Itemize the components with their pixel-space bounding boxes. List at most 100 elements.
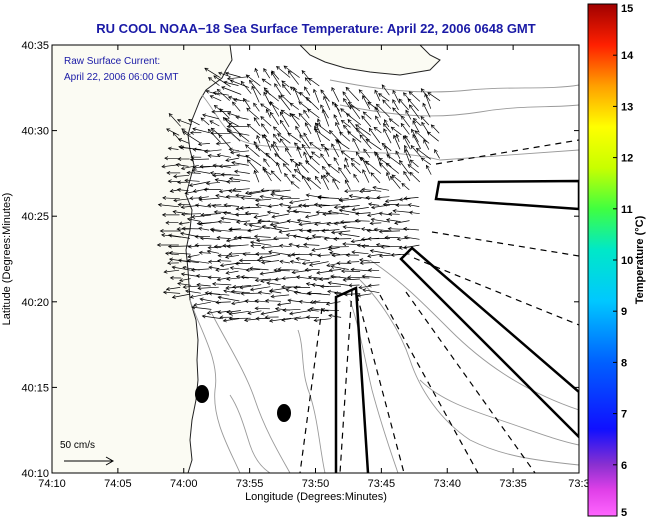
current-vector [187, 259, 210, 264]
current-vector [249, 80, 262, 96]
current-vector-head [344, 157, 349, 162]
current-vector-head [207, 245, 212, 250]
current-vector-head [392, 89, 397, 95]
current-vector-head [217, 310, 222, 315]
colorbar-tick-label: 14 [621, 50, 634, 62]
current-vector-head [284, 172, 288, 178]
current-vector-head [161, 164, 166, 169]
current-vector-head [167, 179, 172, 184]
current-vector-head [403, 148, 408, 153]
current-vector-head [202, 113, 207, 118]
current-vector-head [186, 217, 192, 222]
current-vector [177, 189, 189, 192]
current-vector-head [205, 181, 210, 186]
current-vector-head [399, 159, 403, 165]
current-vector-head [182, 265, 187, 270]
current-vector [344, 293, 361, 295]
current-vector-head [347, 275, 352, 280]
current-vector-head [359, 260, 364, 265]
current-vector-head [333, 114, 338, 119]
current-vector [296, 245, 309, 248]
current-vector-head [420, 157, 425, 162]
current-vector [386, 219, 401, 222]
current-vector [317, 118, 322, 127]
current-vector [210, 228, 231, 232]
current-vector-head [348, 194, 353, 199]
current-vector-head [272, 133, 277, 138]
current-vector [210, 95, 222, 102]
current-vector [404, 149, 411, 165]
current-vector-head [208, 291, 213, 296]
current-vector-head [278, 202, 283, 207]
current-vector [180, 147, 202, 150]
current-vector-head [289, 259, 294, 264]
current-vector-head [216, 235, 221, 240]
current-vector-head [369, 249, 374, 253]
current-vector [274, 269, 290, 272]
current-vector [286, 210, 299, 213]
current-vector [245, 212, 259, 215]
current-vector-head [198, 226, 203, 231]
current-vector-head [215, 300, 220, 305]
current-vector-head [272, 126, 277, 131]
current-vector-head [424, 93, 429, 98]
current-vector [231, 162, 249, 166]
current-vector-head [199, 164, 204, 169]
current-vector [218, 134, 232, 149]
current-vector-head [380, 244, 385, 249]
current-vector [321, 309, 340, 312]
current-vector [388, 228, 410, 230]
current-vector [270, 220, 291, 226]
current-vector-head [306, 228, 311, 233]
current-vector [367, 101, 380, 111]
current-vector-head [259, 194, 264, 199]
current-vector [400, 123, 410, 135]
current-vector [223, 318, 240, 322]
current-vector [392, 107, 402, 117]
current-vector [389, 118, 400, 127]
x-tick-label: 74:05 [104, 478, 132, 490]
current-vector [283, 163, 292, 173]
current-vector-head [272, 224, 277, 229]
current-vector [361, 115, 372, 128]
current-vector-head [381, 142, 386, 147]
current-vector-head [197, 142, 202, 147]
current-vector-head [309, 300, 314, 305]
current-vector [223, 290, 241, 295]
current-vector-head [270, 192, 275, 197]
current-vector-head [239, 285, 244, 290]
current-vector [164, 269, 180, 273]
current-vector [294, 142, 302, 151]
current-vector-head [240, 291, 245, 296]
current-vector [213, 75, 231, 87]
current-vector [255, 145, 271, 159]
current-vector [314, 126, 322, 143]
current-vector-head [374, 151, 378, 156]
current-vector [191, 306, 212, 310]
current-vector-head [390, 126, 395, 131]
current-vector-head [176, 118, 182, 123]
current-vector-head [367, 236, 372, 241]
current-vector-head [184, 190, 189, 195]
current-vector-head [157, 202, 162, 207]
current-vector [351, 251, 369, 255]
current-vector [229, 310, 250, 315]
current-vector-head [367, 101, 372, 106]
current-vector-head [374, 89, 379, 94]
current-vector-head [333, 205, 338, 210]
current-vector [368, 203, 380, 206]
current-vector-head [168, 250, 173, 255]
current-vector [279, 245, 291, 248]
current-vector-head [191, 305, 196, 310]
land-north [299, 45, 441, 76]
current-vector [268, 204, 279, 207]
current-vector-head [402, 135, 407, 140]
current-vector-head [182, 285, 187, 290]
current-vector-head [229, 266, 234, 270]
current-vector [326, 221, 340, 225]
current-vector [276, 66, 291, 78]
current-vector-head [311, 234, 316, 239]
current-vector [199, 197, 220, 201]
current-vector-head [260, 260, 266, 265]
current-vector-head [161, 233, 166, 238]
